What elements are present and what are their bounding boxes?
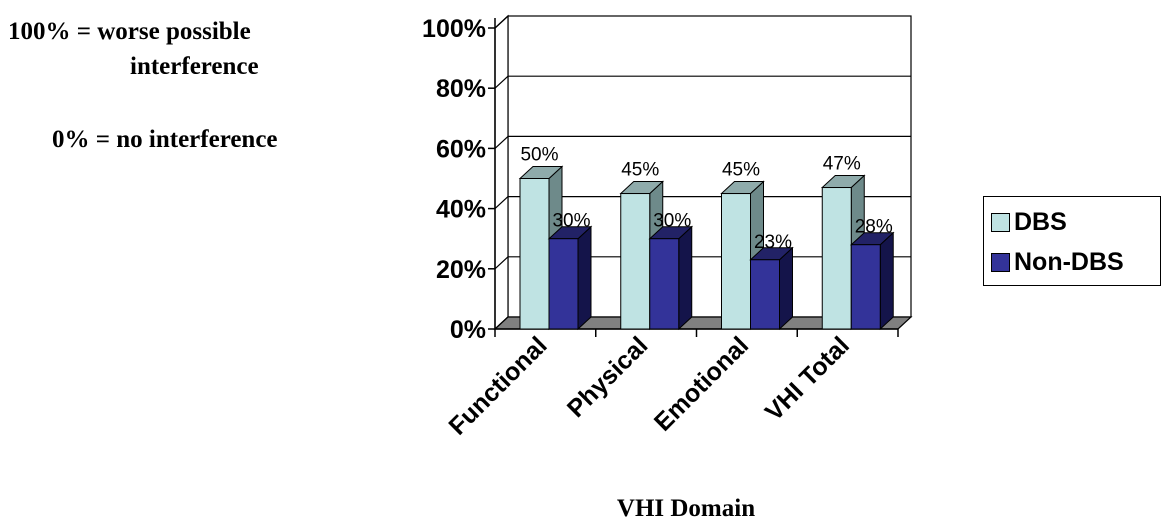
y-tick-label: 80% [436,75,486,103]
scale-note-worst-continued: interference [130,53,259,80]
bar-side-face [577,225,592,331]
bar-front-face [721,193,751,330]
data-label-non-dbs: 30% [653,211,691,232]
y-tick-label: 20% [436,256,486,284]
x-tick-label: Functional [443,331,552,440]
bar-non-dbs [547,225,593,331]
bar-front-face [519,178,550,330]
bar-non-dbs [749,246,794,331]
scale-note-none: 0% = no interference [52,126,278,153]
chart-legend: DBS Non-DBS [983,196,1161,286]
gridline-slant [494,196,509,210]
data-label-dbs: 45% [621,160,659,181]
bar-non-dbs [849,231,895,331]
bar-front-face [821,187,852,330]
gridline-slant [494,15,509,29]
data-label-non-dbs: 28% [855,217,893,238]
bar-non-dbs [648,225,694,331]
legend-item-dbs: DBS [991,207,1067,237]
x-axis-title: VHI Domain [617,495,755,522]
x-tick-label: VHI Total [760,331,855,426]
bar-side-face [779,246,793,331]
x-tick-label: Emotional [649,331,754,436]
gridline-slant [494,256,509,270]
x-tick-label: Physical [562,331,654,423]
plot-side-wall [494,14,509,331]
y-tick-label: 100% [422,15,486,43]
bar-front-face [548,238,579,330]
legend-swatch-dbs [991,213,1010,232]
y-tick-label: 40% [436,196,486,224]
y-tick-label: 60% [436,135,486,163]
data-label-dbs: 45% [722,160,760,181]
scale-note-worst: 100% = worse possible [8,18,251,45]
gridline-slant [494,135,509,149]
bar-front-face [620,193,651,330]
legend-label-dbs: DBS [1014,208,1067,236]
bar-side-face [879,231,894,331]
y-tick-label: 0% [450,316,486,344]
data-label-non-dbs: 23% [754,232,792,253]
data-label-dbs: 50% [520,145,558,166]
legend-label-non-dbs: Non-DBS [1014,248,1124,276]
bar-front-face [649,238,680,330]
bar-side-face [678,225,693,331]
gridline-slant [494,75,509,89]
legend-swatch-non-dbs [991,253,1010,272]
legend-item-non-dbs: Non-DBS [991,247,1124,277]
bar-front-face [850,244,881,330]
data-label-dbs: 47% [823,154,861,175]
bar-front-face [750,259,780,330]
data-label-non-dbs: 30% [552,211,590,232]
